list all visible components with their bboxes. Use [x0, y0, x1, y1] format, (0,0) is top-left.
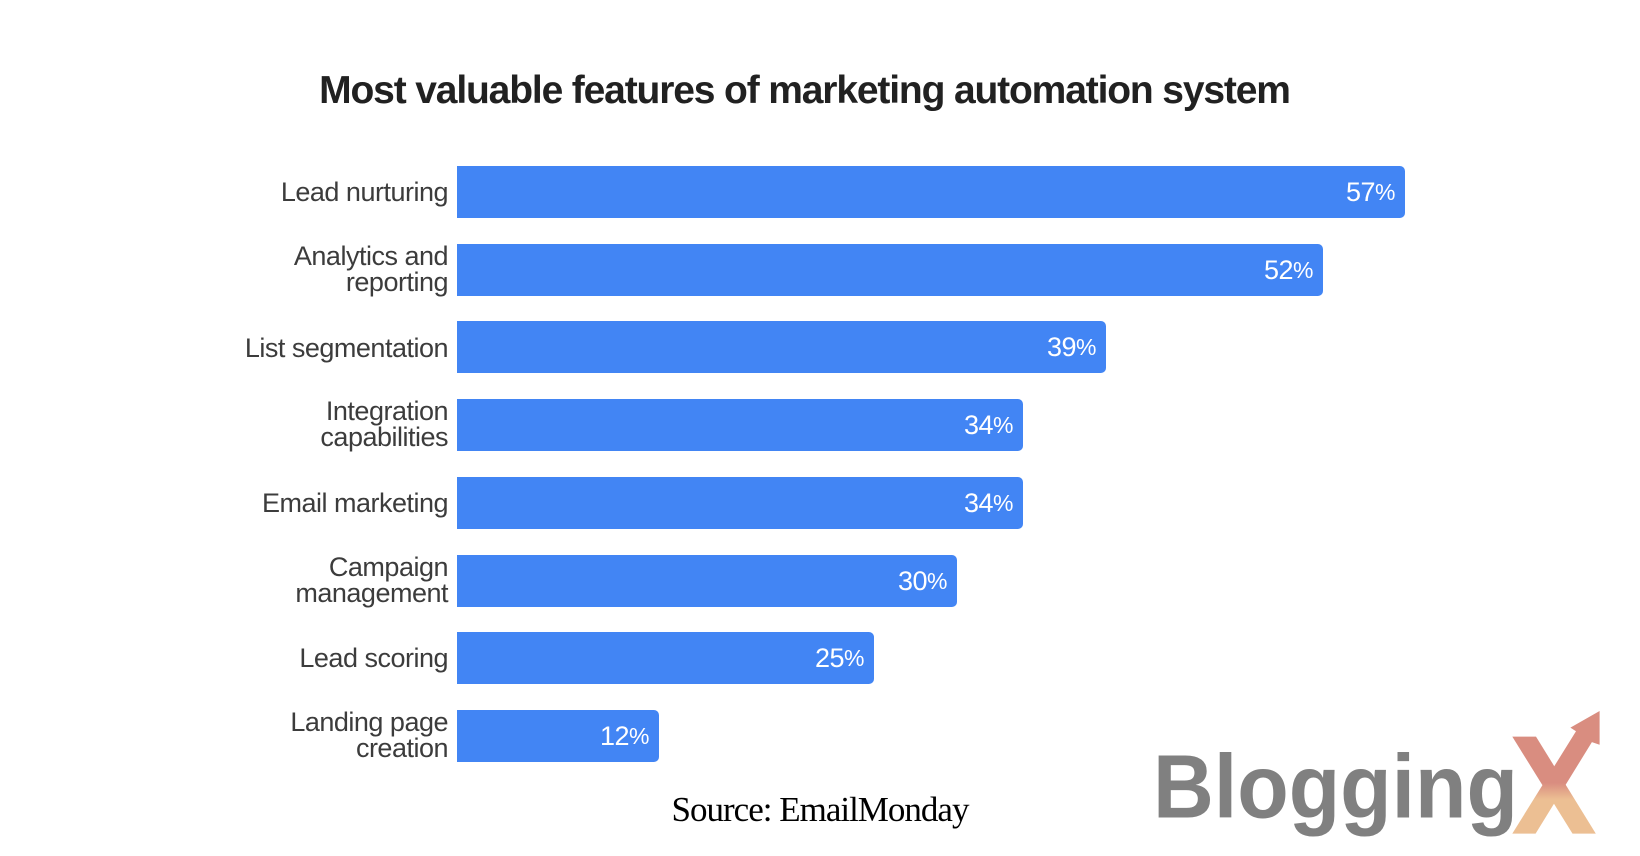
svg-text:Blogging: Blogging — [1153, 738, 1518, 838]
